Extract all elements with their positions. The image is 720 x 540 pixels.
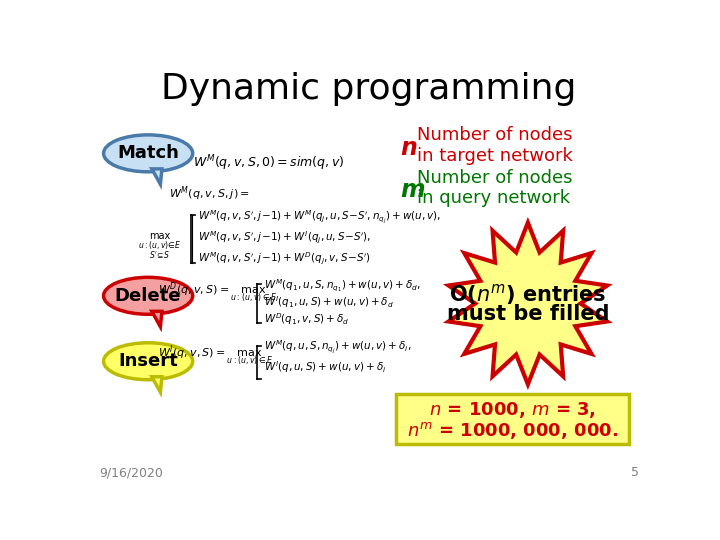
Text: O($n^m$) entries: O($n^m$) entries [449, 282, 606, 307]
FancyBboxPatch shape [396, 394, 629, 444]
Text: 9/16/2020: 9/16/2020 [99, 467, 163, 480]
Text: $u:(u,v)\!\in\! E$: $u:(u,v)\!\in\! E$ [138, 239, 181, 251]
Text: $W^D(q_1,v,S)+\delta_d$: $W^D(q_1,v,S)+\delta_d$ [264, 311, 350, 327]
Text: $W^M(q,v,S',j\!-\!1)+W^I(q_j,u,S\!-\!S'),$: $W^M(q,v,S',j\!-\!1)+W^I(q_j,u,S\!-\!S')… [199, 230, 372, 246]
Text: $W^I(q,v,S) = \underset{u:(u,v)\in E}{\max}$: $W^I(q,v,S) = \underset{u:(u,v)\in E}{\m… [158, 343, 274, 368]
Ellipse shape [104, 343, 193, 380]
Text: $W^M(q_1,u,S,n_{q_1})+w(u,v)+\delta_d,$: $W^M(q_1,u,S,n_{q_1})+w(u,v)+\delta_d,$ [264, 278, 421, 294]
Text: Dynamic programming: Dynamic programming [161, 72, 577, 106]
Ellipse shape [104, 135, 193, 172]
Text: max: max [149, 231, 171, 241]
Text: $W^M(q,u,S,n_{q_j})+w(u,v)+\delta_i,$: $W^M(q,u,S,n_{q_j})+w(u,v)+\delta_i,$ [264, 339, 412, 356]
Text: $\bfit{m}$: $\bfit{m}$ [400, 178, 426, 202]
Text: must be filled: must be filled [446, 304, 609, 325]
Text: $W^M(q,v,S',j\!-\!1)+W^D(q_j,v,S\!-\!S')$: $W^M(q,v,S',j\!-\!1)+W^D(q_j,v,S\!-\!S')… [199, 251, 372, 267]
Text: $W^M(q,v,S,0) = sim(q,v)$: $W^M(q,v,S,0) = sim(q,v)$ [193, 153, 344, 173]
Text: $\mathit{n}^{\mathit{m}}$ = 1000, 000, 000.: $\mathit{n}^{\mathit{m}}$ = 1000, 000, 0… [407, 420, 618, 441]
Text: 5: 5 [631, 467, 639, 480]
Text: $W^I(q_1,u,S)+w(u,v)+\delta_d$: $W^I(q_1,u,S)+w(u,v)+\delta_d$ [264, 294, 395, 310]
Ellipse shape [104, 278, 193, 314]
Text: $W^M(q,v,S',j\!-\!1)+W^M(q_j,u,S\!-\!S',n_{q_j})+w(u,v),$: $W^M(q,v,S',j\!-\!1)+W^M(q_j,u,S\!-\!S',… [199, 208, 441, 226]
Text: $\bfit{n}$: $\bfit{n}$ [400, 136, 418, 160]
Text: $S'\!\subseteq\! S$: $S'\!\subseteq\! S$ [149, 249, 170, 260]
Text: $W^M(q,v,S,j) =$: $W^M(q,v,S,j) =$ [169, 185, 250, 204]
Text: Delete: Delete [115, 287, 181, 305]
Text: $W^I(q,u,S)+w(u,v)+\delta_i$: $W^I(q,u,S)+w(u,v)+\delta_i$ [264, 359, 387, 375]
Polygon shape [152, 169, 162, 184]
Text: Insert: Insert [118, 352, 178, 370]
Text: Match: Match [117, 144, 179, 163]
Polygon shape [152, 312, 162, 327]
Text: Number of nodes
in target network: Number of nodes in target network [417, 126, 573, 165]
Polygon shape [152, 377, 162, 392]
Text: Number of nodes
in query network: Number of nodes in query network [417, 168, 572, 207]
Text: $W^D(q,v,S) = \underset{u:(u,v)\in E}{\max}$: $W^D(q,v,S) = \underset{u:(u,v)\in E}{\m… [158, 280, 278, 305]
Text: $\mathit{n}$ = 1000, $\mathit{m}$ = 3,: $\mathit{n}$ = 1000, $\mathit{m}$ = 3, [429, 400, 596, 420]
Polygon shape [449, 222, 607, 384]
